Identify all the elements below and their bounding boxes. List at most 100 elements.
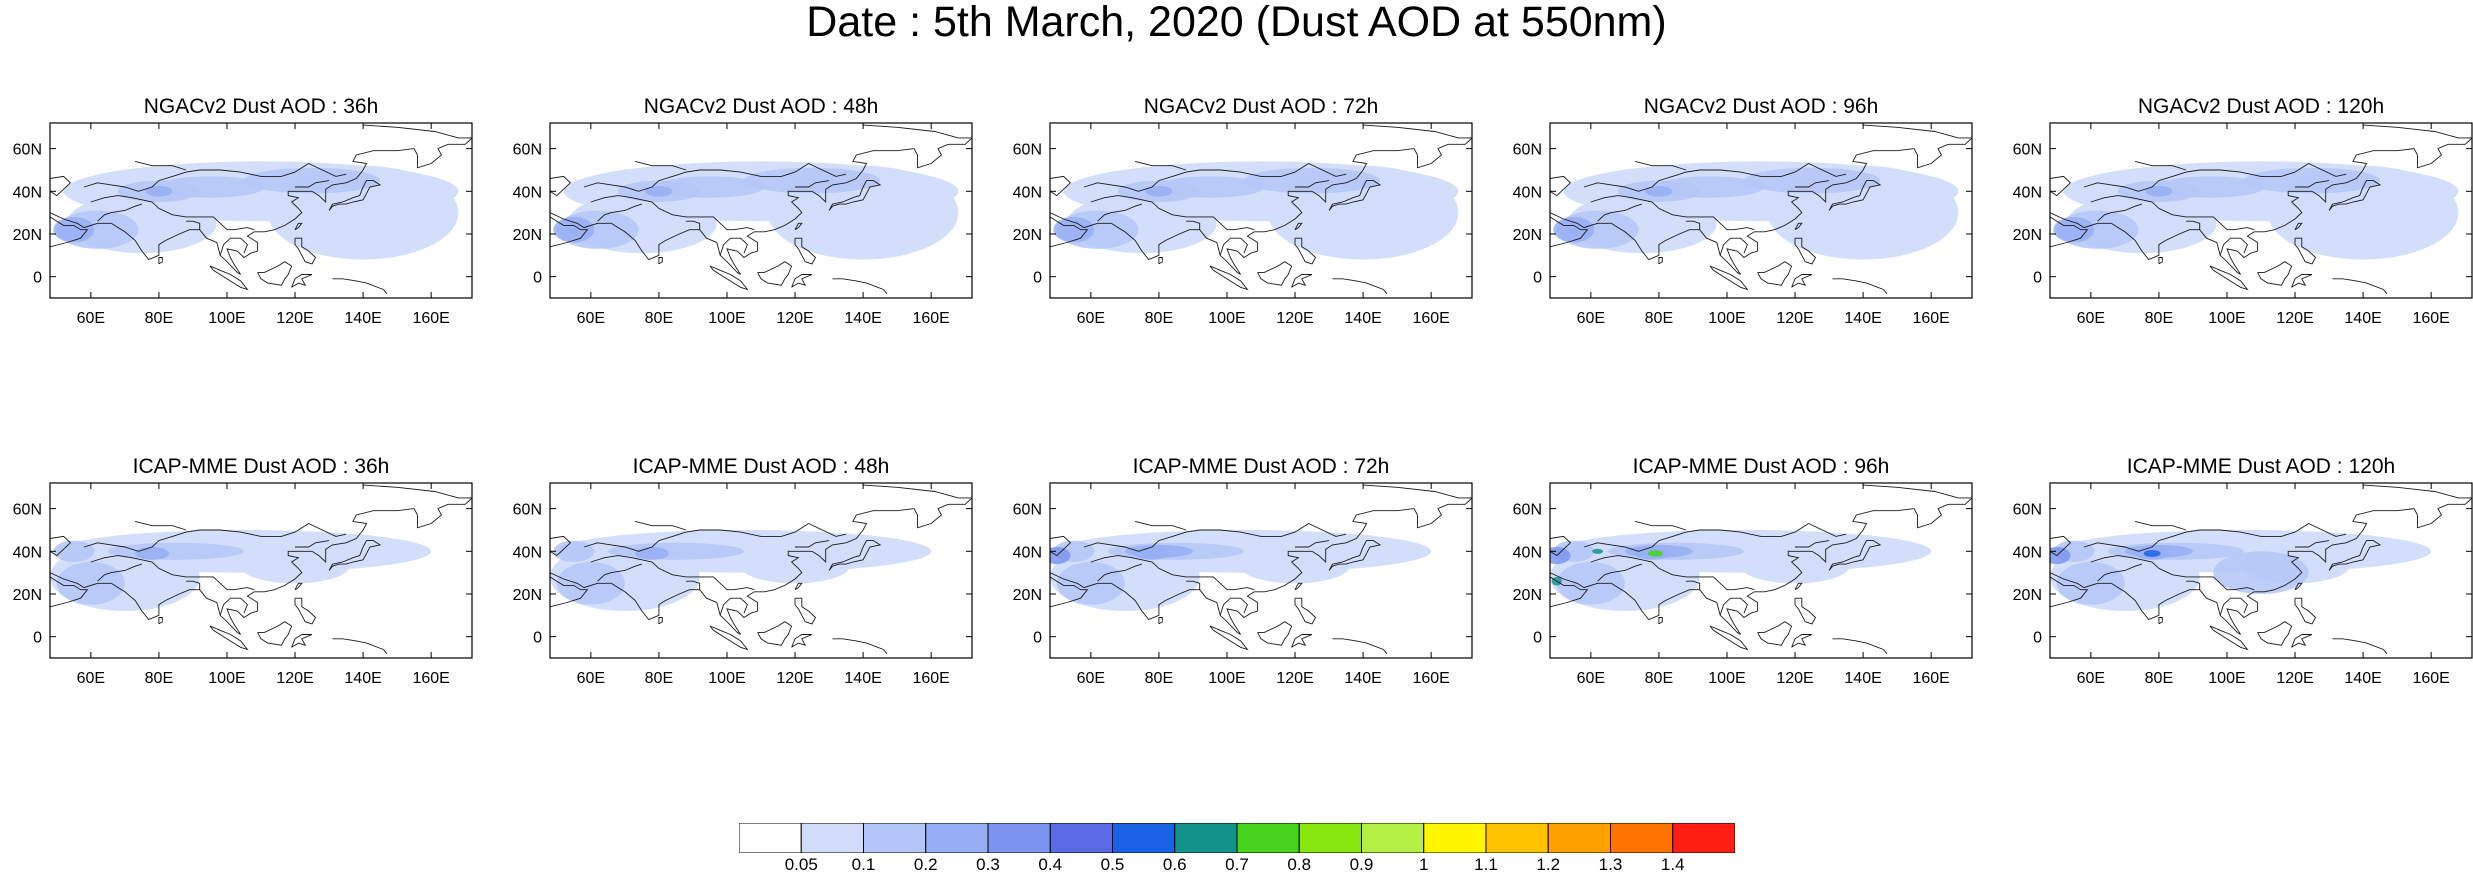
coastline (186, 580, 201, 590)
coastline (1795, 540, 1830, 548)
coastline (50, 484, 472, 635)
lon-tick-label: 160E (2412, 670, 2449, 687)
dust-aod-map: 60E 80E 100E 120E 140E 160E 60N 40N 20N 0 (513, 482, 973, 687)
coastline (134, 160, 187, 171)
coastline (832, 278, 888, 294)
colorbar-swatch (987, 823, 1051, 853)
dust-region (2145, 185, 2173, 197)
map-panel: NGACv2 Dust AOD : 72h 60E 80E 100E 120E 140E 1… (1013, 95, 1473, 327)
lon-tick-label: 120E (1776, 670, 1813, 687)
map-frame (2049, 482, 2473, 659)
dust-region (553, 216, 595, 243)
coastline (686, 220, 701, 230)
coastline (2291, 634, 2313, 648)
dust-region (1648, 550, 1663, 557)
coastline (2257, 261, 2293, 286)
dust-region (53, 216, 95, 243)
colorbar-label: 0.6 (1162, 855, 1187, 874)
lon-tick-label: 160E (912, 310, 949, 327)
coastline (1550, 484, 1972, 635)
coastline (719, 597, 748, 616)
dust-region (1056, 561, 1125, 605)
coastline (1328, 180, 1382, 211)
coastline (1083, 522, 1347, 552)
dust-region (56, 561, 125, 605)
lon-tick-label: 80E (1145, 310, 1173, 327)
colorbar-label: 0.7 (1225, 855, 1249, 874)
dust-region (1243, 167, 1381, 194)
coastline (1134, 160, 1187, 171)
colorbar-label: 1.2 (1536, 855, 1561, 874)
coastline (158, 617, 163, 625)
coastline (709, 265, 749, 291)
panel-title: ICAP-MME Dust AOD : 120h (2126, 455, 2396, 478)
coastline (50, 124, 472, 275)
coastline (2332, 278, 2388, 294)
figure-title: Date : 5th March, 2020 (Dust AOD at 550n… (806, 0, 1667, 46)
coastline (1295, 540, 1330, 548)
coastline (757, 261, 793, 286)
coastline (791, 634, 813, 648)
coastline (2050, 175, 2072, 197)
lat-tick-label: 40N (1513, 544, 1542, 561)
map-panel: NGACv2 Dust AOD : 120h 60E 80E 100E 120E 140E… (2013, 95, 2473, 327)
dust-region (1553, 216, 1595, 243)
panel-title: NGACv2 Dust AOD : 48h (643, 95, 879, 118)
coastline (1658, 257, 1663, 265)
dust-aod-map: 60E 80E 100E 120E 140E 160E 60N 40N 20N 0 (13, 482, 473, 687)
dust-region (243, 167, 381, 194)
coastline (709, 625, 749, 651)
lat-tick-label: 0 (33, 270, 42, 287)
coastline (186, 220, 201, 230)
colorbar-swatch (1049, 823, 1113, 853)
lon-tick-label: 80E (2145, 670, 2173, 687)
coastline (1550, 535, 1572, 557)
coastline (2295, 540, 2330, 548)
coastline (2134, 160, 2187, 171)
coastline (1186, 220, 1201, 230)
coastline (1083, 162, 1347, 192)
lon-tick-label: 100E (1708, 670, 1745, 687)
coastline (795, 540, 830, 548)
lon-tick-label: 160E (412, 310, 449, 327)
colorbar-swatch (1610, 823, 1674, 853)
coastline (2050, 216, 2089, 248)
dust-region (556, 561, 625, 605)
dust-region (1740, 549, 1850, 584)
coastline (597, 563, 643, 582)
coastline (295, 180, 330, 188)
lat-tick-label: 60N (13, 142, 42, 159)
coastline (2209, 625, 2249, 651)
lat-tick-label: 20N (13, 227, 42, 244)
colorbar-swatch (925, 823, 989, 853)
coastline (2083, 522, 2347, 552)
coastline (2219, 237, 2248, 256)
coastline (90, 555, 255, 591)
lat-tick-label: 40N (13, 184, 42, 201)
lon-tick-label: 60E (1577, 670, 1605, 687)
coastline (332, 278, 388, 294)
dust-region (145, 185, 173, 197)
coastline (332, 638, 388, 654)
lat-tick-label: 0 (1533, 630, 1542, 647)
coastline (291, 634, 313, 648)
lon-tick-label: 120E (1276, 670, 1313, 687)
coastline (328, 540, 382, 571)
lat-tick-label: 60N (1013, 502, 1042, 519)
dust-region (635, 547, 670, 560)
lat-tick-label: 20N (2013, 227, 2042, 244)
dust-aod-map: 60E 80E 100E 120E 140E 160E 60N 40N 20N 0 (2013, 482, 2473, 687)
coastline (1097, 563, 1143, 582)
coastline (97, 563, 143, 582)
coastline (2291, 274, 2313, 288)
lon-tick-label: 60E (1577, 310, 1605, 327)
dust-region (2056, 561, 2125, 605)
coastline (828, 180, 882, 211)
lon-tick-label: 80E (2145, 310, 2173, 327)
lat-tick-label: 20N (1513, 587, 1542, 604)
coastline (1332, 638, 1388, 654)
lat-tick-label: 0 (2033, 630, 2042, 647)
colorbar-swatch (1298, 823, 1362, 853)
lat-tick-label: 0 (533, 630, 542, 647)
lon-tick-label: 60E (2077, 310, 2105, 327)
